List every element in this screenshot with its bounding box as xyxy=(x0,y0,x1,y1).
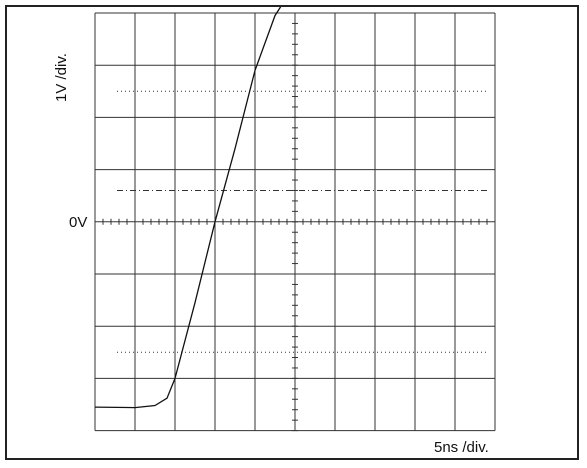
oscilloscope-plot xyxy=(94,7,496,432)
oscilloscope-frame: 1V /div. 0V 5ns /div. xyxy=(5,5,579,460)
waveform-trace xyxy=(94,7,282,409)
y-axis-label: 1V /div. xyxy=(53,53,70,102)
x-axis-label: 5ns /div. xyxy=(434,439,489,456)
zero-level-label: 0V xyxy=(69,214,88,231)
reference-lines xyxy=(117,90,489,353)
axis-ticks xyxy=(94,12,496,432)
